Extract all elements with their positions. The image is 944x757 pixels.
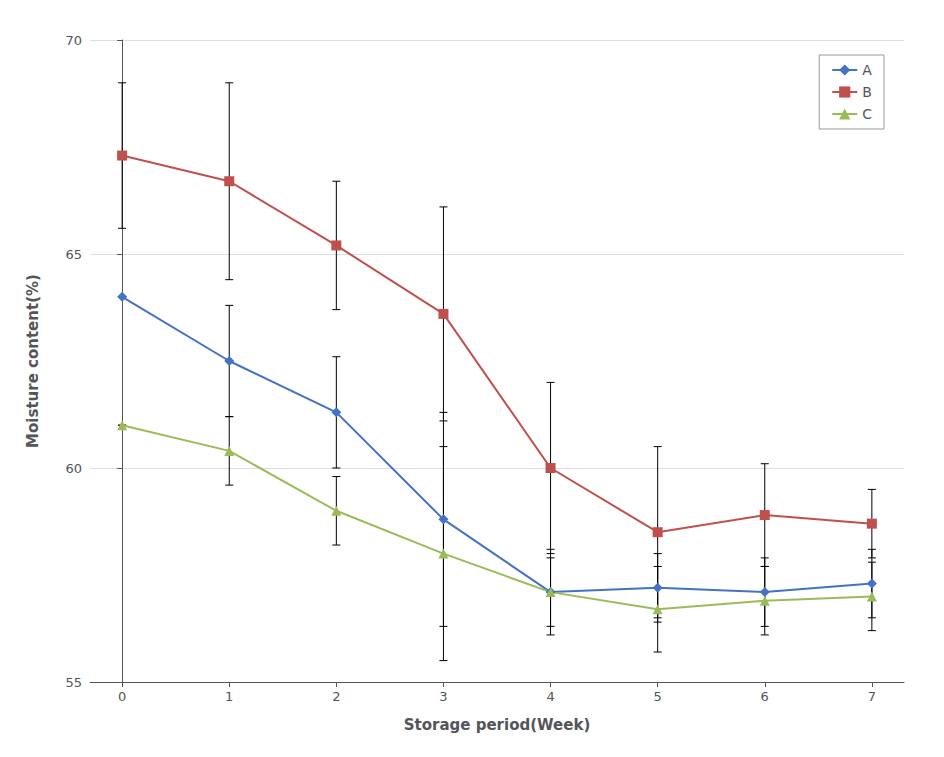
svg-text:Moisture content(%): Moisture content(%) (24, 274, 42, 448)
svg-text:65: 65 (65, 247, 82, 262)
svg-text:3: 3 (439, 689, 447, 704)
svg-text:Storage period(Week): Storage period(Week) (404, 716, 590, 734)
svg-text:A: A (862, 62, 872, 78)
svg-text:0: 0 (118, 689, 126, 704)
svg-text:1: 1 (225, 689, 233, 704)
svg-text:6: 6 (761, 689, 769, 704)
svg-text:4: 4 (546, 689, 554, 704)
svg-text:55: 55 (65, 675, 82, 690)
svg-text:60: 60 (65, 461, 82, 476)
svg-text:5: 5 (654, 689, 662, 704)
svg-text:7: 7 (868, 689, 876, 704)
svg-text:B: B (862, 84, 872, 100)
svg-text:C: C (862, 106, 872, 122)
svg-text:70: 70 (65, 33, 82, 48)
svg-text:2: 2 (332, 689, 340, 704)
